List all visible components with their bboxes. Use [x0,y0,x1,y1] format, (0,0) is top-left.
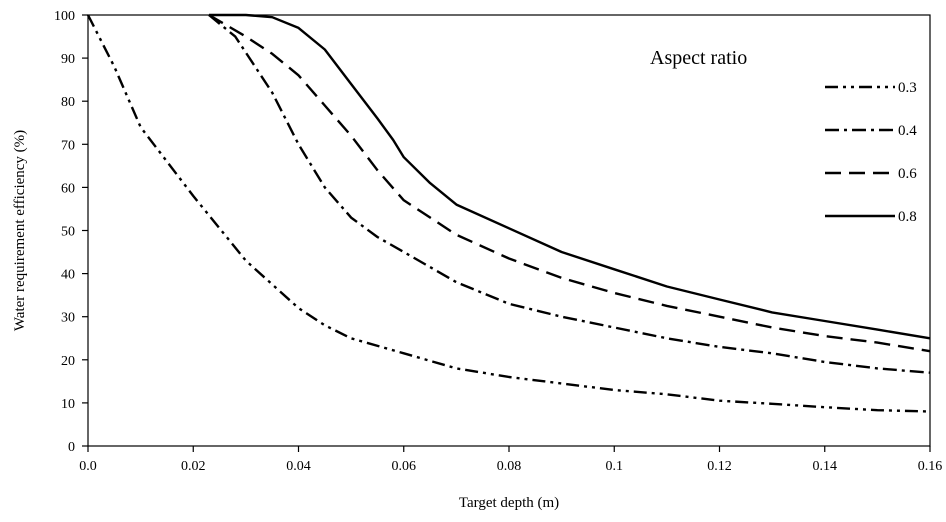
y-tick-label: 50 [61,225,75,240]
legend-label: 0.6 [898,166,917,182]
y-tick-label: 90 [61,52,75,67]
series-line-0-3 [86,14,931,413]
x-tick-label: 0.0 [79,459,97,474]
y-tick-label: 40 [61,268,75,283]
legend-label: 0.8 [898,209,917,225]
axes [87,14,931,447]
legend-label: 0.4 [898,123,917,139]
y-tick-label: 0 [68,440,75,455]
x-axis-title: Target depth (m) [459,495,559,511]
legend-label: 0.3 [898,80,917,96]
series-line-0-8 [209,13,931,340]
y-tick-label: 10 [61,397,75,412]
x-tick-label: 0.02 [181,459,206,474]
y-tick-label: 30 [61,311,75,326]
ticks: 0.0 0.02 0.04 0.06 0.08 0.1 0.12 0.14 0.16 0 10 20 3… [54,9,942,474]
y-tick-label: 70 [61,138,75,153]
x-tick-label: 0.14 [813,459,838,474]
plot-frame [87,14,931,447]
y-tick-label: 60 [61,181,75,196]
x-tick-label: 0.12 [707,459,732,474]
y-tick-label: 80 [61,95,75,110]
legend-title: Aspect ratio [650,47,747,69]
series-line-0-6 [208,13,931,353]
series-line-0-4 [208,14,931,374]
legend: Aspect ratio 0.3 0.4 0.6 0.8 [650,47,917,225]
y-tick-label: 20 [61,354,75,369]
x-tick-label: 0.16 [918,459,943,474]
x-tick-label: 0.08 [497,459,522,474]
y-axis-title: Water requirement efficiency (%) [12,130,28,331]
y-tick-label: 100 [54,9,75,24]
x-tick-label: 0.06 [392,459,417,474]
x-tick-label: 0.04 [286,459,311,474]
series-lines [86,13,931,413]
x-tick-label: 0.1 [606,459,624,474]
